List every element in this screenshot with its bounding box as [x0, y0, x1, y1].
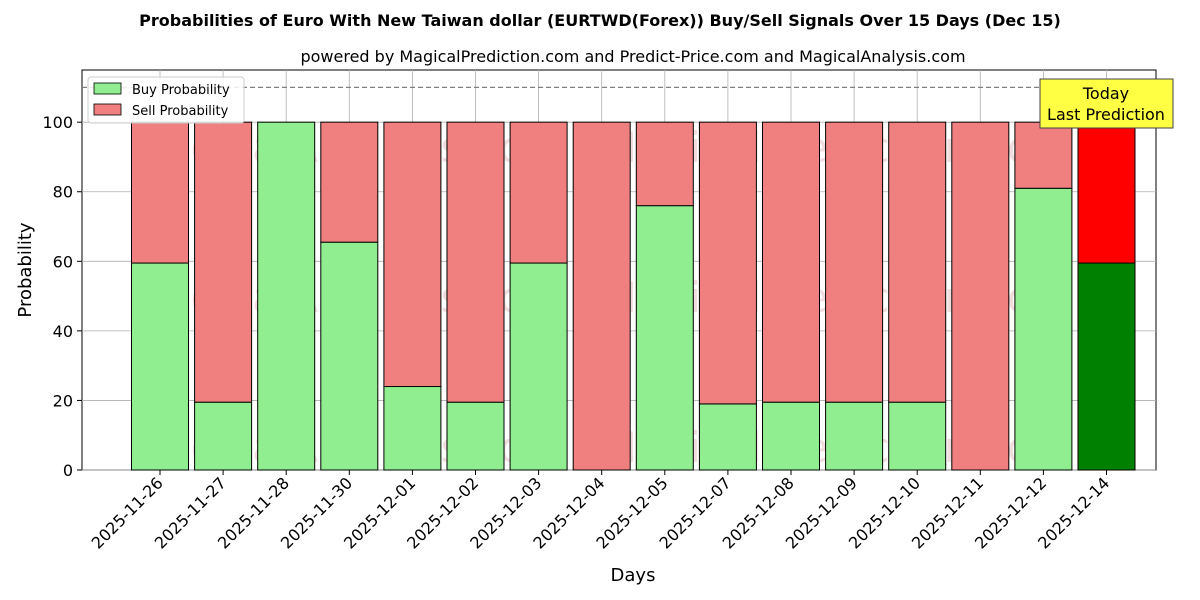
- buy-bar: [762, 401, 820, 471]
- chart-title: Probabilities of Euro With New Taiwan do…: [139, 11, 1061, 30]
- y-tick-label: 0: [63, 461, 73, 480]
- buy-bar: [635, 205, 694, 471]
- chart-subtitle: powered by MagicalPrediction.com and Pre…: [300, 47, 965, 66]
- y-tick-label: 80: [53, 183, 73, 202]
- sell-bar: [446, 121, 505, 403]
- legend-box: [87, 76, 245, 124]
- y-axis: 0 20 40 60 80 100: [42, 113, 82, 480]
- sell-bar: [320, 121, 379, 243]
- sell-bar: [572, 121, 631, 471]
- today-line2: Last Prediction: [1047, 105, 1165, 124]
- sell-bar: [194, 121, 253, 403]
- legend-sell-swatch: [93, 103, 122, 116]
- legend-buy-label: Buy Probability: [132, 83, 230, 98]
- y-tick-label: 60: [53, 252, 73, 271]
- sell-bar: [825, 121, 884, 403]
- buy-bar: [509, 262, 568, 471]
- buy-bar: [257, 121, 316, 471]
- sell-bar: [1014, 121, 1073, 189]
- buy-bar: [698, 403, 757, 471]
- sell-bar: [635, 121, 694, 207]
- sell-bar: [951, 121, 1010, 471]
- sell-bar: [888, 121, 947, 403]
- buy-bar: [446, 401, 505, 471]
- today-box: [1039, 78, 1174, 129]
- sell-bar: [698, 121, 757, 405]
- bars-layer: [131, 121, 1136, 471]
- y-tick-label: 40: [53, 322, 73, 341]
- sell-bar: [1077, 121, 1136, 264]
- legend: Buy Probability Sell Probability: [87, 76, 245, 124]
- buy-bar: [383, 386, 442, 471]
- buy-bar: [825, 401, 884, 471]
- x-axis-label: Days: [611, 565, 656, 586]
- sell-bar: [131, 121, 189, 264]
- y-axis-label: Probability: [15, 222, 36, 317]
- buy-bar: [888, 401, 947, 471]
- buy-bar: [320, 241, 379, 471]
- today-annotation: Today Last Prediction: [1039, 78, 1174, 129]
- today-line1: Today: [1082, 84, 1129, 103]
- sell-bar: [509, 121, 568, 264]
- sell-bar: [383, 121, 442, 388]
- buy-bar: [131, 262, 189, 471]
- buy-bar: [1077, 262, 1136, 471]
- legend-sell-label: Sell Probability: [132, 104, 229, 119]
- y-tick-label: 100: [42, 113, 73, 132]
- sell-bar: [762, 121, 820, 403]
- x-axis: 2025-11-262025-11-272025-11-282025-11-30…: [88, 470, 1113, 553]
- legend-buy-swatch: [93, 82, 122, 95]
- buy-bar: [194, 401, 253, 471]
- y-tick-label: 20: [53, 391, 73, 410]
- buy-bar: [1014, 187, 1073, 471]
